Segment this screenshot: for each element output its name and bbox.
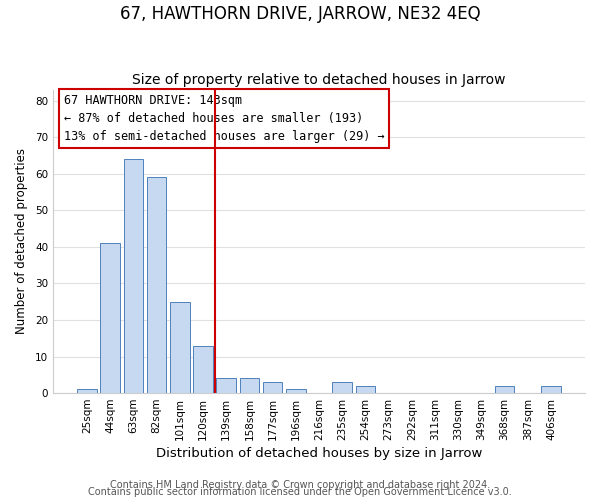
Y-axis label: Number of detached properties: Number of detached properties <box>15 148 28 334</box>
X-axis label: Distribution of detached houses by size in Jarrow: Distribution of detached houses by size … <box>156 447 482 460</box>
Text: Contains HM Land Registry data © Crown copyright and database right 2024.: Contains HM Land Registry data © Crown c… <box>110 480 490 490</box>
Bar <box>193 346 213 393</box>
Bar <box>332 382 352 393</box>
Bar <box>541 386 561 393</box>
Bar <box>286 390 305 393</box>
Bar <box>217 378 236 393</box>
Bar <box>263 382 283 393</box>
Bar <box>239 378 259 393</box>
Title: Size of property relative to detached houses in Jarrow: Size of property relative to detached ho… <box>132 73 506 87</box>
Bar <box>494 386 514 393</box>
Text: Contains public sector information licensed under the Open Government Licence v3: Contains public sector information licen… <box>88 487 512 497</box>
Text: 67, HAWTHORN DRIVE, JARROW, NE32 4EQ: 67, HAWTHORN DRIVE, JARROW, NE32 4EQ <box>119 5 481 23</box>
Bar <box>356 386 375 393</box>
Bar <box>100 243 120 393</box>
Bar <box>77 390 97 393</box>
Text: 67 HAWTHORN DRIVE: 143sqm
← 87% of detached houses are smaller (193)
13% of semi: 67 HAWTHORN DRIVE: 143sqm ← 87% of detac… <box>64 94 384 143</box>
Bar <box>170 302 190 393</box>
Bar <box>147 178 166 393</box>
Bar <box>124 159 143 393</box>
